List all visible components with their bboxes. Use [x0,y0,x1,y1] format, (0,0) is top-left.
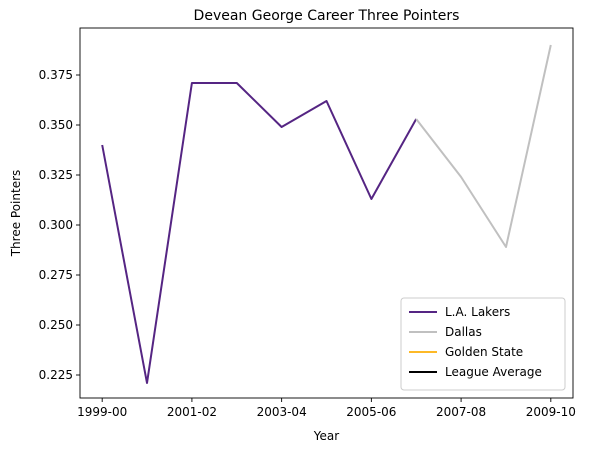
y-tick-label: 0.225 [39,368,73,382]
x-tick-label: 2001-02 [167,405,217,419]
plot-frame [79,27,574,399]
x-tick-label: 2003-04 [257,405,307,419]
x-tick-label: 2007-08 [436,405,486,419]
series-layer [101,44,552,384]
y-tick-label: 0.300 [39,218,73,232]
y-tick-label: 0.250 [39,318,73,332]
x-axis-label: Year [313,429,339,443]
x-axis-ticks: 1999-00 2001-02 2003-04 2005-06 2007-08 2009-… [77,398,576,419]
series-line-l-a-lakers [101,82,418,384]
y-tick-label: 0.375 [39,68,73,82]
legend-box [400,297,566,391]
y-tick-label: 0.350 [39,118,73,132]
y-tick-label: 0.325 [39,168,73,182]
x-tick-label: 2009-10 [526,405,576,419]
y-axis-ticks: 0.225 0.250 0.275 0.300 0.325 0.350 0.375 [39,68,80,382]
x-tick-label: 2005-06 [346,405,396,419]
x-tick-label: 1999-00 [77,405,127,419]
y-axis-label: Three Pointers [9,170,23,258]
legend: L.A. Lakers Dallas Golden State League Aver… [400,297,566,391]
series-line-dallas [415,44,552,248]
legend-label: L.A. Lakers [445,305,510,319]
chart-title: Devean George Career Three Pointers [194,8,460,24]
y-tick-label: 0.275 [39,268,73,282]
legend-label: League Average [445,365,542,379]
legend-label: Dallas [445,325,482,339]
legend-label: Golden State [445,345,523,359]
